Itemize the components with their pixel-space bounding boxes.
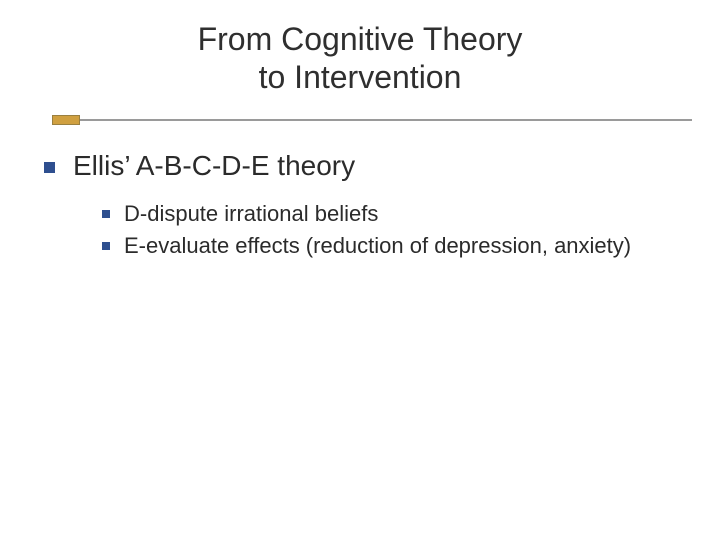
divider-accent-box bbox=[52, 115, 80, 125]
title-divider bbox=[0, 115, 720, 125]
title-area: From Cognitive Theory to Intervention bbox=[0, 0, 720, 97]
content-area: Ellis’ A-B-C-D-E theory D-dispute irrati… bbox=[44, 150, 680, 263]
title-line-2: to Intervention bbox=[259, 59, 462, 95]
bullet-level2-text: E-evaluate effects (reduction of depress… bbox=[124, 232, 631, 260]
slide-title: From Cognitive Theory to Intervention bbox=[198, 20, 523, 97]
bullet-level1: Ellis’ A-B-C-D-E theory bbox=[44, 150, 680, 182]
bullet-level2: D-dispute irrational beliefs bbox=[102, 200, 680, 228]
square-bullet-icon bbox=[102, 210, 110, 218]
bullet-level1-text: Ellis’ A-B-C-D-E theory bbox=[73, 150, 355, 182]
bullet-level2-group: D-dispute irrational beliefs E-evaluate … bbox=[102, 200, 680, 259]
slide: From Cognitive Theory to Intervention El… bbox=[0, 0, 720, 540]
title-line-1: From Cognitive Theory bbox=[198, 21, 523, 57]
divider-line bbox=[62, 119, 692, 121]
square-bullet-icon bbox=[44, 162, 55, 173]
bullet-level2-text: D-dispute irrational beliefs bbox=[124, 200, 378, 228]
bullet-level2: E-evaluate effects (reduction of depress… bbox=[102, 232, 680, 260]
square-bullet-icon bbox=[102, 242, 110, 250]
